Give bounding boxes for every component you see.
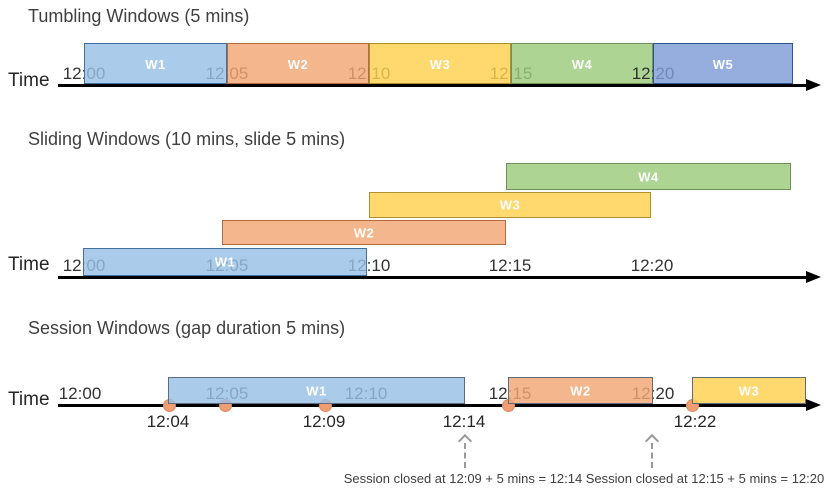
- window-label: W3: [429, 57, 451, 72]
- tumbling-time-axis-label: Time: [8, 70, 50, 91]
- tumbling-window-w5: W5: [653, 43, 793, 84]
- window-label: W2: [287, 57, 309, 72]
- session-tick-label: 12:00: [58, 384, 102, 403]
- session-time-axis-line: [58, 404, 806, 407]
- window-label: W3: [499, 197, 521, 213]
- event-time-label: 12:04: [146, 412, 190, 431]
- sliding-tick-label: 12:15: [488, 256, 532, 275]
- sliding-window-w3: W3: [369, 192, 651, 218]
- tumbling-title: Tumbling Windows (5 mins): [28, 6, 250, 26]
- tumbling-window-w2: W2: [227, 43, 369, 84]
- tumbling-window-w4: W4: [511, 43, 653, 84]
- event-time-label: 12:09: [302, 412, 346, 431]
- session-title: Session Windows (gap duration 5 mins): [28, 318, 346, 338]
- window-label: W1: [306, 383, 327, 398]
- sliding-time-axis-label: Time: [8, 254, 50, 275]
- tumbling-time-axis-arrowhead-icon: [806, 79, 821, 91]
- sliding-window-w4: W4: [506, 163, 791, 190]
- window-label: W4: [638, 169, 659, 184]
- event-time-label: 12:14: [442, 412, 486, 431]
- session-time-axis-arrowhead-icon: [806, 399, 821, 411]
- sliding-window-w2: W2: [222, 220, 506, 245]
- session-window-w1: W1: [168, 377, 465, 404]
- tumbling-window-w3: W3: [369, 43, 511, 84]
- window-label: W2: [353, 225, 375, 240]
- annotation-dashed-line: [464, 443, 466, 468]
- session-window-w2: W2: [508, 377, 653, 404]
- annotation-dashed-line: [651, 443, 653, 468]
- sliding-window-w1: W1: [83, 248, 367, 276]
- session-time-axis-label: Time: [8, 389, 50, 410]
- sliding-time-axis-arrowhead-icon: [806, 271, 821, 283]
- window-label: W5: [712, 57, 734, 72]
- window-label: W3: [738, 383, 760, 398]
- session-closed-annotation: Session closed at 12:15 + 5 mins = 12:20: [585, 471, 825, 486]
- event-time-label: 12:22: [673, 412, 717, 431]
- session-closed-annotation: Session closed at 12:09 + 5 mins = 12:14: [343, 471, 583, 486]
- sliding-time-axis-line: [58, 276, 806, 279]
- session-window-w3: W3: [692, 377, 806, 404]
- window-label: W2: [570, 383, 591, 398]
- window-label: W1: [214, 254, 236, 270]
- sliding-tick-label: 12:20: [630, 256, 674, 275]
- window-label: W1: [145, 57, 166, 72]
- sliding-title: Sliding Windows (10 mins, slide 5 mins): [28, 129, 346, 149]
- tumbling-window-w1: W1: [84, 43, 227, 84]
- window-label: W4: [571, 57, 593, 72]
- tumbling-time-axis-line: [58, 84, 806, 87]
